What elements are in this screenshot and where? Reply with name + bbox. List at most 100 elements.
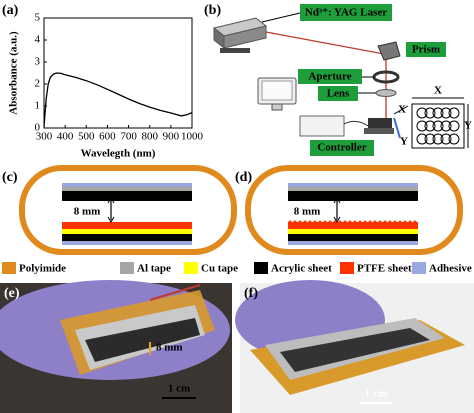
stage-y-label: Y — [400, 136, 408, 148]
panel-label: (f) — [244, 286, 258, 301]
label-box — [406, 42, 446, 57]
label-box — [310, 140, 374, 156]
device-diagrams — [19, 165, 463, 255]
y-axis-label: Absorbance (a.u.) — [8, 31, 20, 115]
x-axis-label: Wavelegth (nm) — [81, 148, 156, 160]
gap-label: 8 mm — [74, 206, 101, 218]
layer — [62, 241, 192, 245]
x-tick-label: 500 — [78, 131, 95, 143]
y-tick-label: 5 — [35, 12, 41, 24]
legend-label: PTFE sheet — [357, 263, 412, 275]
layer — [288, 191, 418, 201]
x-tick-label: 800 — [141, 131, 158, 143]
grid-x-label: X — [434, 85, 442, 97]
label-box — [318, 86, 358, 101]
layer — [288, 187, 418, 191]
texture — [398, 220, 402, 224]
stage-x-label: X — [398, 104, 406, 116]
layer — [288, 234, 418, 241]
layer — [288, 241, 418, 245]
arrow-head — [333, 197, 341, 223]
layer — [62, 183, 192, 187]
y-tick-label: 3 — [35, 56, 41, 68]
texture — [408, 220, 412, 224]
texture — [333, 220, 337, 224]
legend-swatch — [412, 262, 426, 274]
legend: Polyimide Al tape Cu tape Acrylic sheet PTFE… — [2, 262, 474, 275]
legend-label: Cu tape — [201, 263, 238, 275]
aperture-label: Aperture — [308, 71, 351, 83]
data-line — [43, 72, 193, 127]
texture — [403, 220, 407, 224]
x-tick-label: 600 — [99, 131, 116, 143]
legend-swatch — [2, 262, 16, 274]
texture — [313, 220, 317, 224]
panel-label: (c) — [2, 170, 18, 185]
legend-label: Acrylic sheet — [271, 263, 332, 275]
arrow-head — [107, 197, 115, 223]
layer — [62, 234, 192, 241]
panel-label: (a) — [2, 3, 19, 18]
label-box — [300, 4, 392, 21]
lens-label: Lens — [327, 88, 350, 100]
texture — [368, 220, 372, 224]
texture — [298, 220, 302, 224]
texture — [288, 220, 292, 224]
texture — [303, 220, 307, 224]
layer — [288, 229, 418, 234]
layer — [62, 187, 192, 191]
texture — [363, 220, 367, 224]
controller-label: Controller — [317, 142, 366, 154]
panel-label: (d) — [235, 170, 252, 185]
y-tick-label: 4 — [35, 34, 41, 46]
photo-gap-label: 8 mm — [156, 342, 183, 354]
legend-swatch — [340, 262, 354, 274]
layer — [288, 183, 418, 187]
plot-frame — [43, 17, 193, 129]
label-box — [298, 69, 362, 84]
y-tick-label: 0 — [35, 122, 41, 134]
texture — [338, 220, 342, 224]
texture — [323, 220, 327, 224]
grid-y-label: Y — [464, 120, 472, 132]
polyimide-loop — [245, 165, 463, 255]
legend-swatch — [254, 262, 268, 274]
scale-label: 1 cm — [365, 388, 387, 400]
layer — [288, 222, 418, 229]
layer — [62, 222, 192, 229]
coil-pattern — [416, 107, 460, 145]
panel-label: (e) — [4, 286, 20, 301]
photo — [0, 280, 232, 413]
legend-label: Al tape — [137, 263, 171, 275]
gap-label: 8 mm — [294, 206, 321, 218]
photo — [235, 280, 474, 413]
texture — [293, 220, 297, 224]
texture — [353, 220, 357, 224]
layer — [62, 229, 192, 234]
legend-swatch — [120, 262, 134, 274]
laser-label: Nd³⁺: YAG Laser — [305, 7, 387, 19]
x-tick-label: 700 — [120, 131, 137, 143]
x-tick-label: 300 — [36, 131, 53, 143]
texture — [393, 220, 397, 224]
texture — [348, 220, 352, 224]
legend-swatch — [184, 262, 198, 274]
texture — [413, 220, 417, 224]
scale-label: 1 cm — [168, 383, 190, 395]
legend-label: Adhesive tape — [429, 263, 474, 275]
texture — [328, 220, 332, 224]
layer — [62, 191, 192, 201]
y-tick-label: 1 — [35, 100, 41, 112]
x-tick-label: 1000 — [181, 131, 204, 143]
x-tick-label: 400 — [57, 131, 74, 143]
legend-label: Polyimide — [19, 263, 66, 275]
polyimide-loop — [19, 165, 237, 255]
texture — [373, 220, 377, 224]
prism-label: Prism — [412, 44, 440, 56]
texture — [343, 220, 347, 224]
y-tick-label: 2 — [35, 78, 41, 90]
texture — [318, 220, 322, 224]
panel-label: (b) — [204, 3, 221, 18]
texture — [388, 220, 392, 224]
